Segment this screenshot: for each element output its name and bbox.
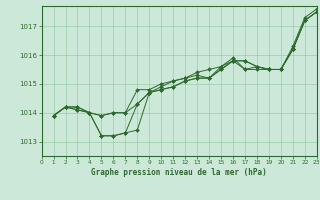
X-axis label: Graphe pression niveau de la mer (hPa): Graphe pression niveau de la mer (hPa)	[91, 168, 267, 177]
